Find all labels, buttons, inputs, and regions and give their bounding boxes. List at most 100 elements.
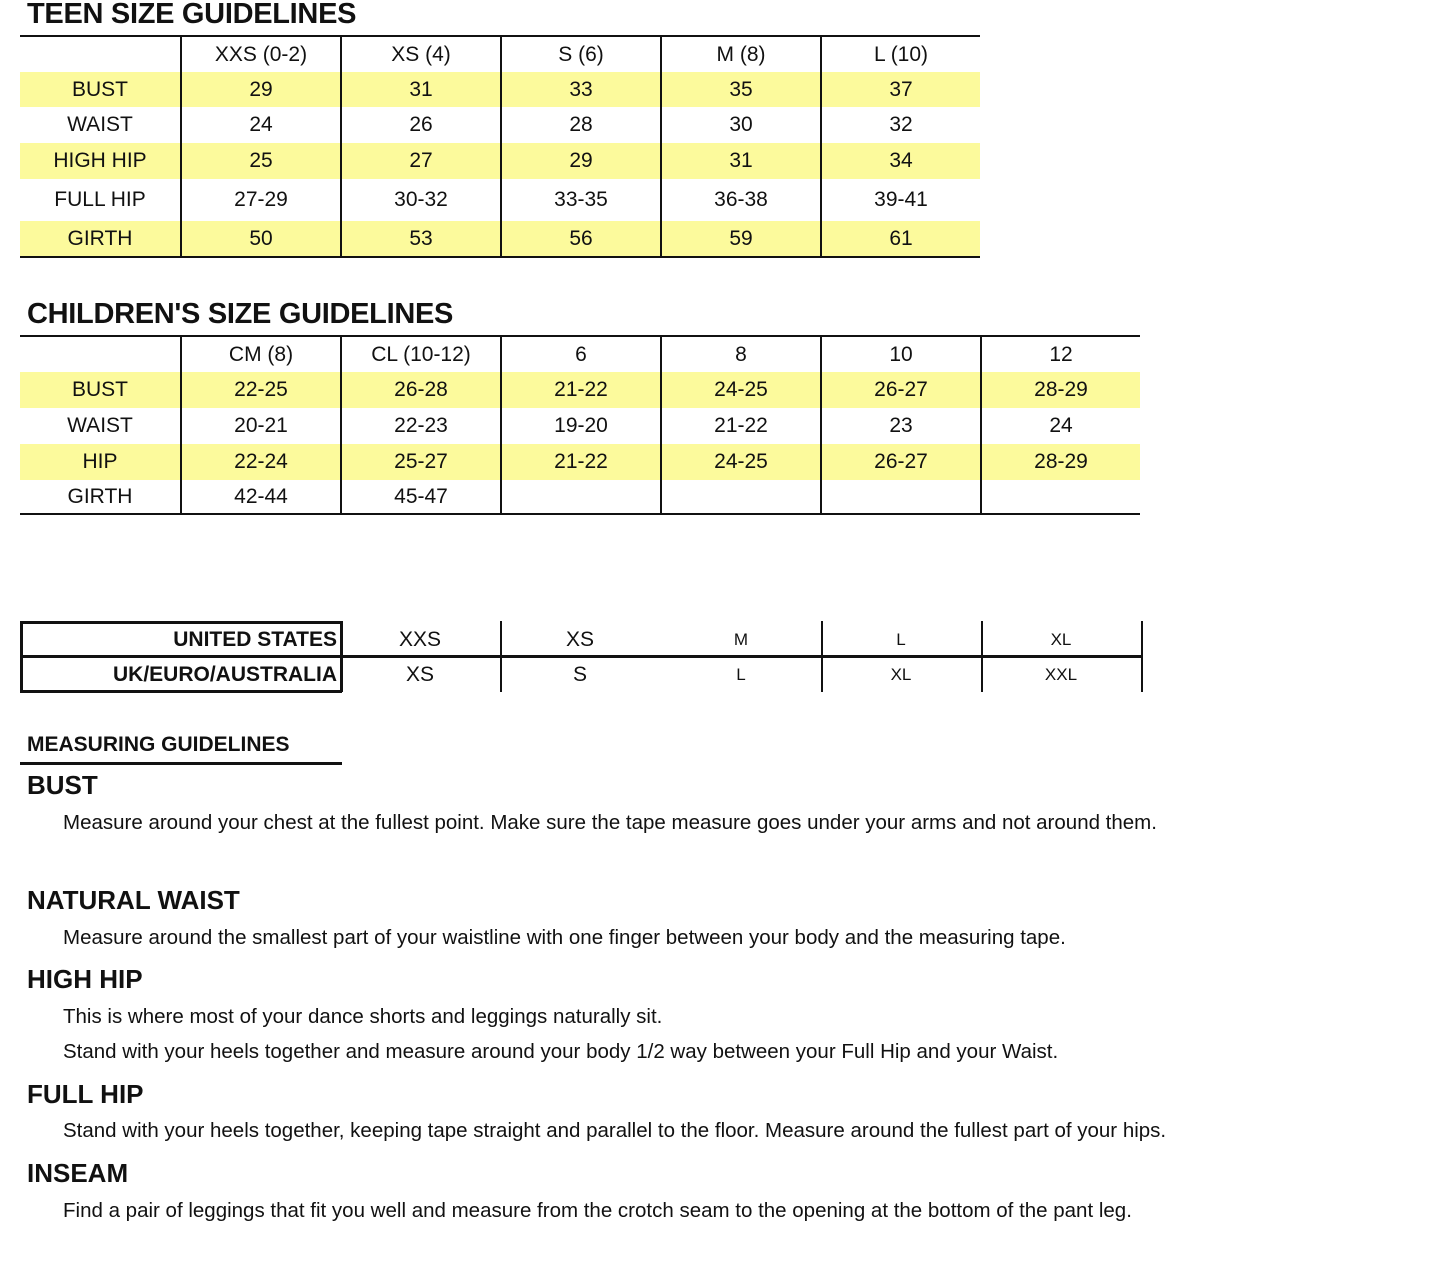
cell-value: 21-22 bbox=[660, 408, 821, 444]
conversion-value: XS bbox=[565, 627, 594, 651]
cell-value: 34 bbox=[820, 143, 980, 179]
cell-value: 45-47 bbox=[340, 480, 501, 514]
table-row: HIGH HIP 25 27 29 31 34 bbox=[20, 143, 980, 179]
cell-value: 24 bbox=[980, 408, 1140, 444]
conversion-label: UNITED STATES bbox=[173, 627, 337, 651]
section-text: Stand with your heels together and measu… bbox=[63, 1040, 1059, 1063]
cell-value: 61 bbox=[820, 221, 980, 257]
column-header: L (10) bbox=[820, 36, 980, 72]
cell-value: 29 bbox=[500, 143, 661, 179]
conversion-row: UK/EURO/AUSTRALIA XS S L XL XXL bbox=[20, 657, 1142, 692]
cell-value: 26-28 bbox=[340, 372, 501, 408]
section-heading: INSEAM bbox=[27, 1158, 129, 1188]
column-header: 10 bbox=[820, 336, 981, 372]
cell-value: 31 bbox=[660, 143, 821, 179]
column-header: 6 bbox=[500, 336, 661, 372]
cell-value: 26-27 bbox=[820, 372, 981, 408]
cell-value: 39-41 bbox=[820, 179, 980, 221]
conversion-label: UK/EURO/AUSTRALIA bbox=[113, 662, 337, 686]
cell-value: 50 bbox=[180, 221, 341, 257]
cell-value: 26 bbox=[340, 107, 501, 143]
row-label: WAIST bbox=[67, 113, 133, 136]
divider bbox=[20, 762, 342, 765]
conversion-value: S bbox=[572, 662, 587, 686]
section-heading: NATURAL WAIST bbox=[27, 885, 240, 915]
column-header: CM (8) bbox=[180, 336, 341, 372]
column-header: M (8) bbox=[660, 36, 821, 72]
cell-value bbox=[500, 480, 661, 514]
divider bbox=[20, 655, 1142, 658]
cell-value: 36-38 bbox=[660, 179, 821, 221]
cell-value: 32 bbox=[820, 107, 980, 143]
row-label: BUST bbox=[20, 372, 181, 408]
section-heading: BUST bbox=[27, 770, 98, 800]
table-header-row: XXS (0-2) XS (4) S (6) M (8) L (10) bbox=[20, 36, 980, 72]
conversion-value: L bbox=[896, 629, 906, 649]
table-row: WAIST 20-21 22-23 19-20 21-22 23 24 bbox=[20, 408, 1140, 444]
conversion-value: L bbox=[736, 664, 746, 684]
cell-value: 23 bbox=[820, 408, 981, 444]
row-label: HIP bbox=[20, 444, 181, 480]
children-title: CHILDREN'S SIZE GUIDELINES bbox=[27, 298, 454, 330]
teen-size-table: XXS (0-2) XS (4) S (6) M (8) L (10) BUST 29 31 3… bbox=[20, 35, 980, 258]
divider bbox=[981, 621, 983, 692]
cell-value: 28 bbox=[500, 107, 661, 143]
cell-value: 42-44 bbox=[180, 480, 341, 514]
section-text: Stand with your heels together, keeping … bbox=[63, 1119, 1167, 1142]
table-row: GIRTH 42-44 45-47 bbox=[20, 480, 1140, 514]
column-header: CL (10-12) bbox=[340, 336, 501, 372]
column-header: XXS (0-2) bbox=[180, 36, 341, 72]
section-text: Measure around your chest at the fullest… bbox=[63, 811, 1157, 834]
table-row: WAIST 24 26 28 30 32 bbox=[20, 107, 980, 143]
column-header: XS (4) bbox=[340, 36, 501, 72]
cell-value bbox=[660, 480, 821, 514]
cell-value: 31 bbox=[340, 72, 501, 107]
cell-value: 59 bbox=[660, 221, 821, 257]
cell-value: 30-32 bbox=[340, 179, 501, 221]
row-label: BUST bbox=[20, 72, 181, 107]
cell-value: 21-22 bbox=[500, 372, 661, 408]
cell-value bbox=[980, 480, 1140, 514]
row-label: FULL HIP bbox=[54, 188, 146, 211]
table-row: BUST 29 31 33 35 37 bbox=[20, 72, 980, 107]
cell-value: 35 bbox=[660, 72, 821, 107]
cell-value: 24 bbox=[180, 107, 341, 143]
cell-value: 22-25 bbox=[180, 372, 341, 408]
cell-value: 20-21 bbox=[180, 408, 341, 444]
conversion-value: M bbox=[733, 629, 749, 649]
cell-value: 28-29 bbox=[980, 444, 1140, 480]
cell-value: 27 bbox=[340, 143, 501, 179]
cell-value: 33 bbox=[500, 72, 661, 107]
cell-value bbox=[820, 480, 981, 514]
column-header: S (6) bbox=[500, 36, 661, 72]
divider bbox=[20, 621, 23, 692]
cell-value: 27-29 bbox=[180, 179, 341, 221]
column-header bbox=[20, 36, 181, 72]
row-label: WAIST bbox=[67, 414, 133, 437]
divider bbox=[340, 621, 343, 692]
conversion-value: XS bbox=[405, 662, 434, 686]
column-header: 8 bbox=[660, 336, 821, 372]
cell-value: 26-27 bbox=[820, 444, 981, 480]
section-text: Measure around the smallest part of your… bbox=[63, 926, 1066, 949]
table-row: GIRTH 50 53 56 59 61 bbox=[20, 221, 980, 257]
divider bbox=[821, 621, 823, 692]
cell-value: 24-25 bbox=[660, 444, 821, 480]
section-heading: HIGH HIP bbox=[27, 964, 143, 994]
cell-value: 33-35 bbox=[500, 179, 661, 221]
table-row: HIP 22-24 25-27 21-22 24-25 26-27 28-29 bbox=[20, 444, 1140, 480]
section-heading: FULL HIP bbox=[27, 1079, 144, 1109]
table-header-row: CM (8) CL (10-12) 6 8 10 12 bbox=[20, 336, 1140, 372]
section-text: This is where most of your dance shorts … bbox=[63, 1005, 663, 1028]
conversion-value: XXS bbox=[398, 627, 442, 651]
cell-value: 24-25 bbox=[660, 372, 821, 408]
cell-value: 28-29 bbox=[980, 372, 1140, 408]
teen-title: TEEN SIZE GUIDELINES bbox=[27, 0, 357, 30]
cell-value: 37 bbox=[820, 72, 980, 107]
divider bbox=[20, 690, 342, 693]
cell-value: 19-20 bbox=[500, 408, 661, 444]
children-size-table: CM (8) CL (10-12) 6 8 10 12 BUST 22-25 26-28 21-2… bbox=[20, 335, 1140, 515]
divider bbox=[20, 621, 342, 624]
cell-value: 29 bbox=[180, 72, 341, 107]
cell-value: 25 bbox=[180, 143, 341, 179]
